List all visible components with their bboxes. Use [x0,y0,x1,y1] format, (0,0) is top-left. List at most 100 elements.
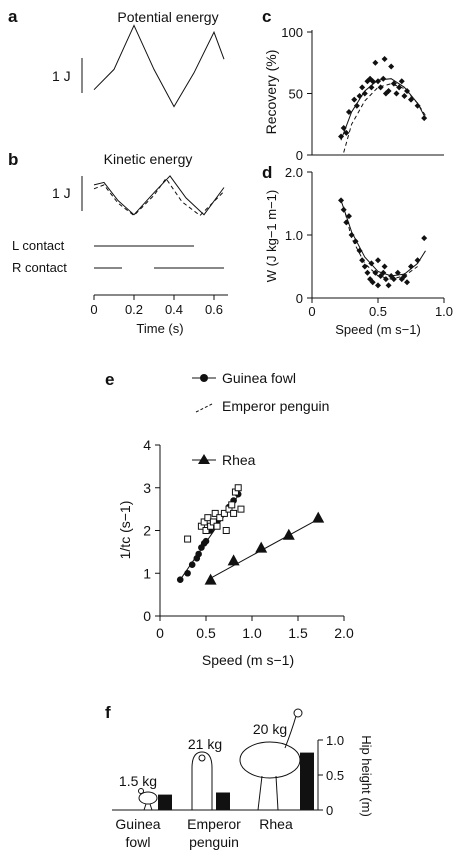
legend-guinea-fowl-label: Guinea fowl [222,370,296,386]
panel-c-y-axis-label: Recovery (%) [263,50,279,135]
hip-height-bar [300,752,314,810]
recovery-point [388,63,395,70]
recovery-point [377,84,384,91]
recovery-point [408,96,414,103]
recovery-point [375,78,381,85]
panel-e-x-tick-label: 1.5 [288,625,308,641]
panel-c-y-tick-label: 100 [281,25,303,40]
l-contact-label: L contact [12,238,65,253]
legend-emperor-penguin-line [195,403,213,413]
r-contact-label: R contact [12,260,67,275]
work-point [394,269,401,276]
recovery-point [393,90,400,97]
emperor-penguin-point [237,505,245,513]
panel-e-y-tick-label: 4 [143,437,151,453]
kinetic-energy-line-dashed [93,177,225,217]
rhea-point [227,554,240,566]
recovery-point [356,92,363,99]
recovery-point [345,108,352,115]
panel-d-y-tick-label: 0 [296,291,303,306]
panel-e: 0 1 2 3 4 0 0.5 1.0 1.5 2.0 1/tc (s−1) Speed (m … [117,370,354,668]
emperor-penguin-point [216,514,224,522]
recovery-point [414,102,421,109]
work-point [352,238,359,245]
emperor-penguin-silhouette [191,751,213,811]
legend-emperor-penguin-label: Emperor penguin [222,398,329,414]
recovery-point [359,84,366,91]
recovery-fit-dashed [343,83,426,153]
emperor-penguin-point [230,509,238,517]
recovery-point [338,133,345,140]
panel-e-x-axis-label: Speed (m s−1) [202,652,294,668]
emperor-penguin-point [222,527,230,534]
panel-d-y-tick-label: 1.0 [285,228,303,243]
panel-b-x-tick-label: 0 [90,302,97,317]
guinea-fowl-silhouette [138,788,158,811]
recovery-point [398,78,405,85]
panel-f-y-tick-label: 0.5 [326,768,344,783]
rhea-point [282,528,295,540]
work-point [375,282,381,289]
emperor-penguin-point [228,501,236,509]
potential-energy-line [93,24,225,108]
panel-e-x-tick-label: 1.0 [242,625,262,641]
guinea-fowl-point [184,569,191,577]
panel-d-x-axis-label: Speed (m s−1) [335,322,421,337]
recovery-point [396,84,403,91]
panel-label-a: a [8,7,18,26]
guinea-fowl-point [188,561,196,568]
panel-c-y-tick-label: 0 [296,148,303,163]
rhea-silhouette [239,708,303,811]
work-point [361,263,368,270]
work-point [380,269,387,276]
panel-e-y-tick-label: 3 [143,480,151,496]
hip-height-bar [158,794,172,810]
body-mass-label: 20 kg [253,721,287,737]
work-fit-solid [340,200,426,277]
species-label: fowl [126,834,151,850]
kinetic-energy-line-solid [93,175,225,216]
recovery-point [343,129,350,136]
guinea-fowl-point [202,537,210,545]
panel-e-y-tick-label: 0 [143,608,151,624]
panel-b-x-tick-label: 0.4 [165,302,183,317]
emperor-penguin-point [202,527,210,534]
panel-f-y-tick-label: 1.0 [326,733,344,748]
recovery-point [385,88,392,95]
emperor-penguin-point [200,518,208,526]
panel-d-x-tick-label: 0 [308,304,315,319]
panel-f: 0 0.5 1.0 Hip height (m) 1.5 kg Guinea fowl 2… [112,708,374,850]
panel-label-c: c [262,7,271,26]
recovery-point [421,115,428,122]
panel-f-y-tick-label: 0 [326,803,333,818]
work-point [364,269,371,276]
work-point [414,257,421,264]
rhea-point [204,573,217,585]
recovery-point [390,80,397,87]
species-label: Rhea [259,816,293,832]
work-point [348,232,355,238]
work-point [359,257,366,264]
rhea-point [312,511,325,523]
recovery-point [372,59,379,66]
panel-e-x-tick-label: 0 [156,625,164,641]
species-label: penguin [189,834,239,850]
work-point [390,276,397,283]
work-point [343,219,350,226]
panel-label-f: f [105,703,111,722]
panel-a-scale-label: 1 J [52,68,71,84]
work-point [372,269,379,276]
work-point [340,206,347,213]
guinea-fowl-point [195,550,202,558]
emperor-penguin-point [213,522,221,530]
panel-c-y-tick-label: 50 [289,87,303,102]
panel-d-x-tick-label: 0.5 [369,304,387,319]
recovery-point [404,88,411,95]
panel-b-x-tick-label: 0.2 [125,302,143,317]
panel-label-d: d [262,163,272,182]
emperor-penguin-point [220,509,228,517]
panel-d-x-tick-label: 1.0 [435,304,453,319]
species-label: Emperor [187,816,241,832]
recovery-point [401,92,408,99]
